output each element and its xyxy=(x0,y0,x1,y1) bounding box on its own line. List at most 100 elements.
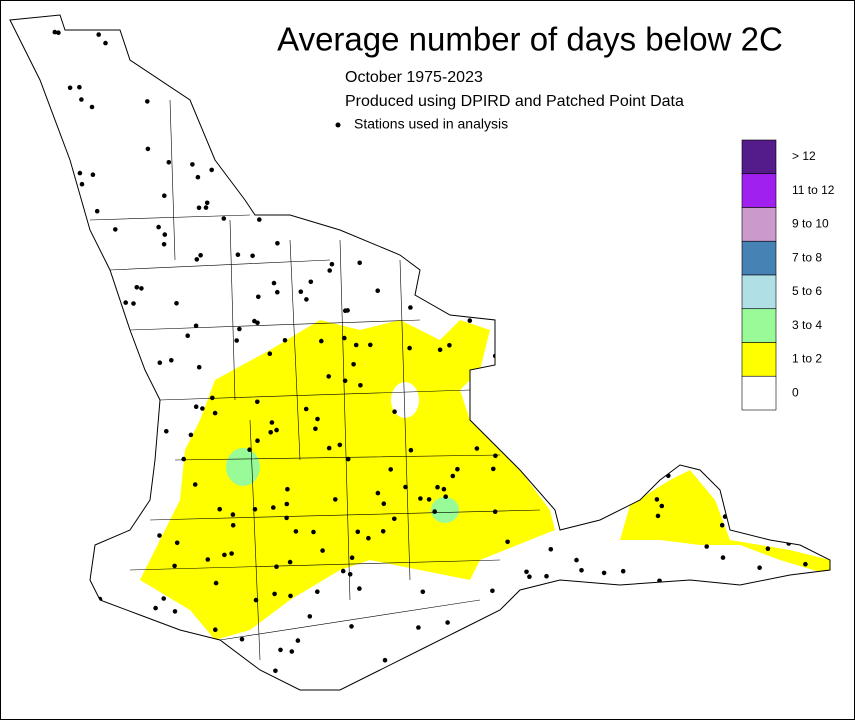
station xyxy=(375,288,381,294)
station xyxy=(349,624,354,629)
station xyxy=(654,497,660,502)
station xyxy=(392,409,397,415)
station xyxy=(293,529,299,534)
station xyxy=(455,466,460,472)
station xyxy=(253,597,259,603)
station xyxy=(358,383,363,388)
station xyxy=(196,364,202,370)
station xyxy=(212,410,218,416)
station xyxy=(174,540,180,546)
station xyxy=(326,445,332,451)
station xyxy=(337,442,343,448)
station xyxy=(205,557,211,562)
station xyxy=(375,490,381,496)
station xyxy=(162,232,168,237)
station xyxy=(269,420,275,425)
station xyxy=(319,338,324,344)
station xyxy=(188,432,194,438)
station xyxy=(213,580,219,586)
station xyxy=(403,484,408,490)
station xyxy=(272,591,277,597)
station xyxy=(94,208,100,214)
station xyxy=(257,217,262,222)
station xyxy=(704,544,709,549)
station xyxy=(131,301,136,306)
legend-swatch xyxy=(741,173,777,208)
station xyxy=(273,668,278,674)
station xyxy=(426,497,432,502)
legend-label: 3 to 4 xyxy=(792,318,822,332)
station xyxy=(315,416,320,422)
station xyxy=(153,605,158,611)
station xyxy=(313,426,318,432)
station xyxy=(287,559,293,565)
station xyxy=(345,308,350,313)
station xyxy=(445,620,450,625)
station xyxy=(326,374,332,379)
station xyxy=(164,429,169,434)
station xyxy=(308,279,314,285)
station xyxy=(351,362,356,367)
station xyxy=(284,501,290,507)
legend-label: > 12 xyxy=(792,149,816,163)
station xyxy=(357,260,363,266)
yellow-area xyxy=(620,470,830,575)
station xyxy=(255,294,261,300)
station xyxy=(345,456,351,462)
station xyxy=(382,657,388,663)
station xyxy=(304,297,309,302)
station-legend-dot xyxy=(335,122,341,128)
station xyxy=(181,456,186,462)
station xyxy=(52,29,58,35)
yellow-area xyxy=(140,320,555,640)
station xyxy=(222,552,227,558)
station xyxy=(435,484,440,490)
legend-swatch xyxy=(741,375,777,411)
station xyxy=(113,227,118,232)
station xyxy=(274,564,279,569)
station xyxy=(157,533,162,538)
station xyxy=(169,358,174,363)
station xyxy=(67,85,73,91)
station xyxy=(441,486,447,492)
station xyxy=(79,97,84,102)
station xyxy=(213,627,218,632)
station xyxy=(490,588,495,594)
station xyxy=(285,486,290,492)
station xyxy=(443,494,449,500)
station xyxy=(77,84,82,90)
station xyxy=(450,473,456,479)
station xyxy=(275,289,280,295)
legend-swatch xyxy=(741,308,777,343)
station xyxy=(303,406,309,412)
station xyxy=(474,446,480,451)
station xyxy=(274,427,279,433)
station xyxy=(601,570,607,576)
station xyxy=(145,146,151,152)
station xyxy=(311,529,316,535)
station xyxy=(492,509,498,514)
station xyxy=(203,205,209,210)
subtitle: Produced using DPIRD and Patched Point D… xyxy=(345,93,684,110)
station xyxy=(172,563,177,569)
station xyxy=(96,32,101,37)
station xyxy=(392,516,397,522)
station xyxy=(437,347,443,353)
station xyxy=(342,335,347,341)
legend-swatch xyxy=(741,139,777,175)
legend-swatch xyxy=(741,207,777,242)
station xyxy=(161,596,166,601)
station xyxy=(315,589,320,594)
station xyxy=(719,522,725,528)
legend-label: 1 to 2 xyxy=(792,352,822,366)
station xyxy=(282,338,288,343)
station xyxy=(103,40,108,46)
station xyxy=(307,614,313,619)
zero-area xyxy=(391,382,419,418)
station xyxy=(254,399,260,405)
station xyxy=(174,301,179,306)
district-boundaries xyxy=(89,99,541,661)
legend-swatch xyxy=(741,240,777,276)
station xyxy=(757,565,762,570)
station xyxy=(432,509,438,514)
